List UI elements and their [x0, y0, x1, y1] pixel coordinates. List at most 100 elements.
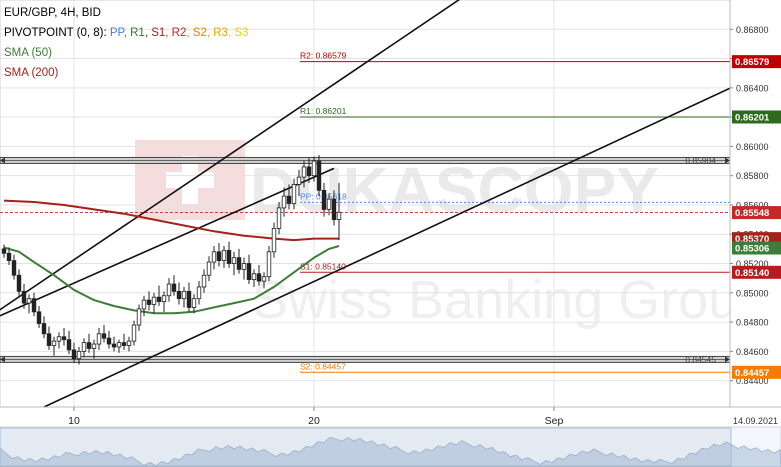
pivot-legend-items: PP, R1, S1, R2, S2, R3, S3 [110, 27, 249, 39]
candle [211, 245, 217, 270]
candle [286, 184, 292, 210]
pivot-legend-pp: PP [109, 27, 124, 39]
candle [281, 187, 287, 217]
price-tick-label: 0.85200 [736, 259, 769, 269]
candle [51, 336, 57, 356]
candle [171, 275, 177, 296]
price-tick-label: 0.85000 [736, 288, 769, 298]
candle [336, 183, 342, 241]
candle [216, 243, 222, 267]
candle [1, 244, 7, 258]
candle [46, 326, 52, 350]
candle [11, 254, 17, 280]
candle [111, 336, 117, 352]
candle [291, 178, 297, 210]
candle [151, 292, 157, 314]
level-r1-label: R1: 0.86201 [300, 106, 347, 116]
candle [121, 333, 127, 350]
candle [76, 346, 82, 365]
pivot-legend: PIVOTPOINT (0, 8): PP, R1, S1, R2, S2, R… [4, 26, 248, 40]
current-price-badge: 0.85548 [732, 206, 781, 220]
level-r2-label: R2: 0.86579 [300, 51, 347, 61]
svg-text:0.85370: 0.85370 [735, 234, 769, 245]
price-axis[interactable]: 0.844000.846000.848000.850000.852000.854… [729, 0, 781, 407]
upper-zone-label: 0.85904 [685, 155, 716, 165]
candle [31, 292, 37, 317]
candle [176, 282, 182, 305]
candle [21, 284, 27, 309]
candle [116, 339, 122, 353]
price-tick-label: 0.86000 [736, 142, 769, 152]
watermark-tagline: Swiss Banking Group [252, 270, 768, 330]
candle [221, 245, 227, 268]
navigator-window[interactable] [0, 427, 732, 467]
sma50-line [3, 245, 340, 315]
candle [201, 269, 207, 293]
candle [186, 282, 192, 312]
candle [316, 155, 322, 197]
upper-zone-handle-right[interactable] [725, 157, 730, 164]
pivot-legend-name: PIVOTPOINT (0, 8): [4, 27, 107, 39]
candle [101, 325, 107, 343]
candle [206, 256, 212, 282]
candle [91, 339, 97, 359]
candle [251, 269, 257, 287]
svg-text:0.85548: 0.85548 [735, 208, 769, 219]
candle [66, 330, 72, 355]
candle [276, 202, 282, 235]
candle [61, 327, 67, 346]
candle [226, 241, 232, 268]
price-tick-label: 0.84400 [736, 376, 769, 386]
time-axis[interactable]: 1020Sep1014.09.2021 [0, 406, 781, 427]
candle [161, 291, 167, 312]
candle [56, 332, 62, 349]
sma200-legend: SMA (200) [4, 67, 59, 79]
instrument-title: EUR/GBP, 4H, BID [4, 7, 101, 19]
price-tick-label: 0.84800 [736, 318, 769, 328]
candle [86, 333, 92, 353]
sma50-badge: 0.85306 [732, 241, 781, 255]
candle [331, 190, 337, 226]
candle [131, 320, 137, 346]
level-s1-label: S1: 0.85140 [300, 261, 346, 271]
watermark: DUKASCOPY Swiss Banking Group [135, 140, 768, 330]
navigator-strip[interactable] [0, 426, 781, 467]
price-tick-label: 0.85600 [736, 200, 769, 210]
channel-line-3[interactable] [0, 167, 335, 317]
sma200-line [3, 199, 339, 242]
level-r2-badge: 0.86579 [732, 55, 781, 69]
pivot-legend-s2: , S2 [186, 27, 207, 39]
candle [136, 304, 142, 331]
candle [261, 272, 267, 289]
candle [141, 295, 147, 317]
pivot-legend-r1: , R1 [123, 27, 145, 39]
candle [146, 291, 152, 311]
time-tick-label: 10 [68, 415, 80, 427]
candle [311, 156, 317, 182]
price-tick-label: 0.86400 [736, 83, 769, 93]
candle [96, 327, 102, 350]
pivot-legend-r3: , R3 [206, 27, 228, 39]
candle [236, 248, 242, 274]
candle [296, 169, 302, 197]
sma50-legend: SMA (50) [4, 47, 52, 59]
lower-zone-handle-left[interactable] [0, 356, 5, 363]
level-r1-badge: 0.86201 [732, 110, 781, 124]
candle [6, 247, 12, 265]
channel-line-1[interactable] [0, 0, 554, 311]
level-s1-badge: 0.85140 [732, 265, 781, 279]
candle [256, 264, 262, 286]
candle [246, 254, 252, 285]
upper-zone-handle-left[interactable] [0, 157, 5, 164]
time-axis-date: 14.09.2021 [733, 416, 778, 426]
svg-text:0.86201: 0.86201 [735, 112, 770, 123]
lower-zone-label: 0.84545 [685, 354, 716, 364]
svg-text:0.86579: 0.86579 [735, 57, 769, 68]
navigator-area [0, 436, 781, 467]
lower-zone-handle-right[interactable] [725, 356, 730, 363]
candle [26, 294, 32, 314]
candle [71, 342, 77, 364]
price-tick-label: 0.84600 [736, 347, 769, 357]
